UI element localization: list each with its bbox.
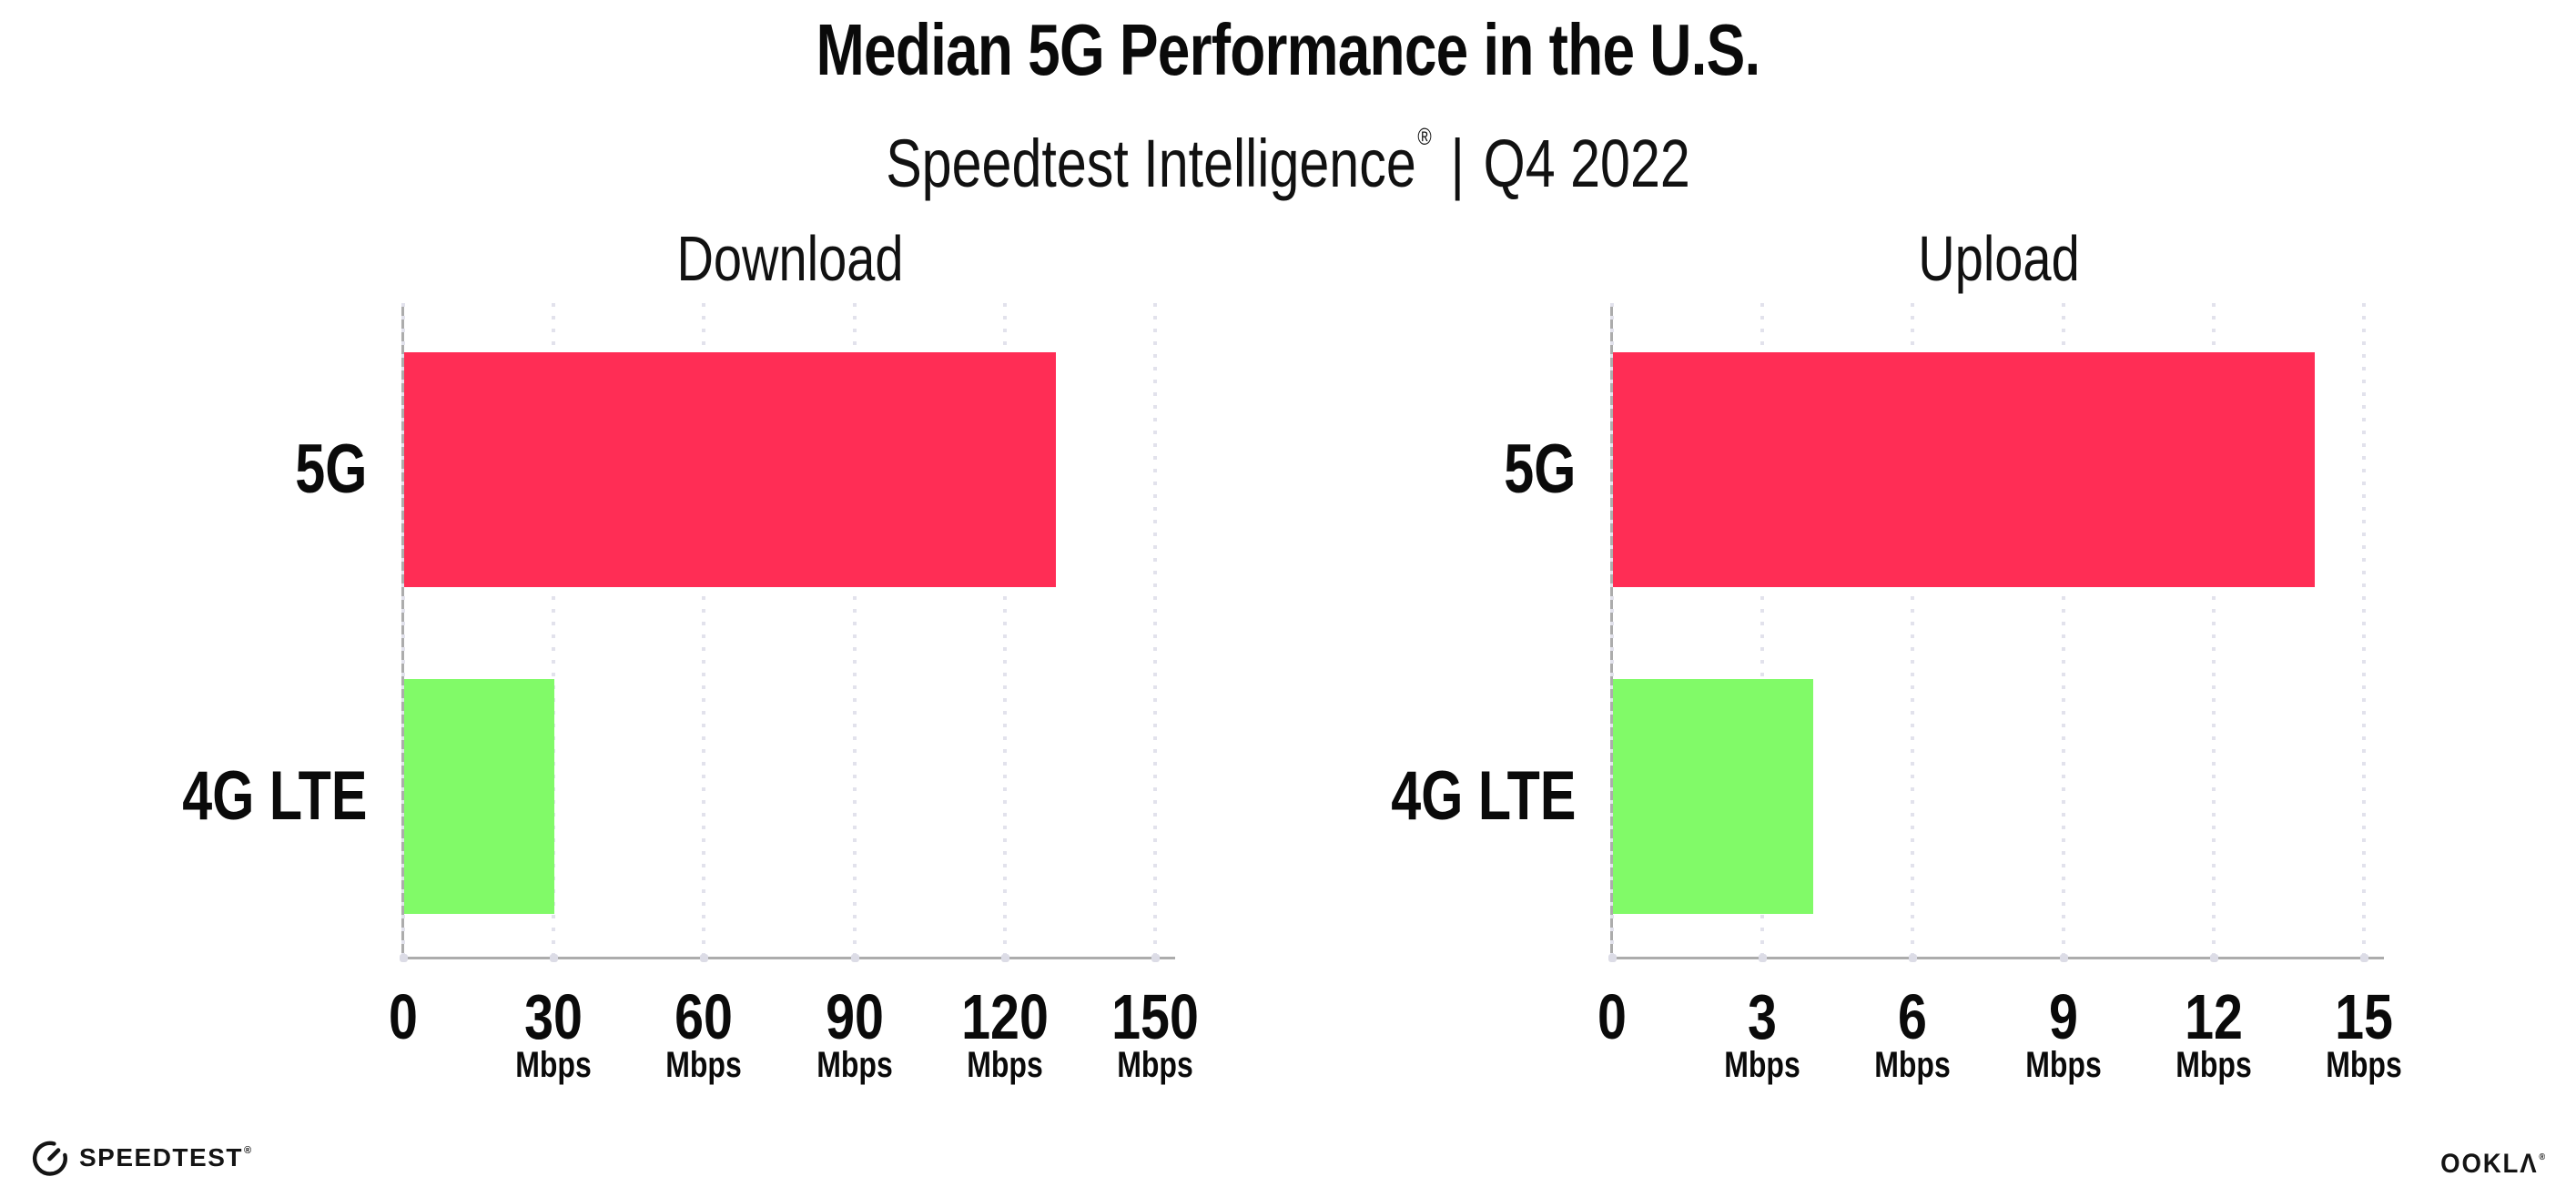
x-tick-label: 30: [524, 981, 583, 1052]
ookla-wordmark: OOKLΛ: [2440, 1149, 2539, 1179]
x-tick-unit-label: Mbps: [1874, 1045, 1952, 1085]
speedtest-wordmark: SPEEDTEST®: [79, 1143, 253, 1172]
gridline: [2211, 303, 2216, 959]
x-tick-label: 6: [1898, 981, 1928, 1052]
x-tick-unit-label: Mbps: [1117, 1045, 1193, 1085]
axis-tick-dot: [1608, 954, 1617, 962]
subtitle-period: Q4 2022: [1483, 126, 1690, 201]
category-label-5g: 5G: [294, 431, 367, 508]
chart-title-upload: Upload: [1918, 223, 2080, 294]
x-tick-label: 12: [2184, 981, 2243, 1052]
gridline: [401, 303, 405, 959]
category-label-5g: 5G: [1503, 431, 1576, 508]
figure-subtitle: Speedtest Intelligence® | Q4 2022: [258, 91, 2318, 201]
x-tick-label: 9: [2048, 981, 2078, 1052]
gridline: [852, 303, 857, 959]
ookla-logo: OOKLΛ®: [2440, 1140, 2547, 1179]
subtitle-separator: |: [1450, 126, 1465, 201]
x-tick-unit-label: Mbps: [2326, 1045, 2402, 1085]
chart-title-download: Download: [676, 223, 904, 294]
gridline: [1610, 303, 1614, 959]
x-tick-unit-label: Mbps: [816, 1045, 893, 1085]
bar-4g-lte: [1613, 679, 1814, 914]
x-axis-line: [1610, 957, 2384, 959]
x-tick-label: 15: [2335, 981, 2393, 1052]
x-tick-label: 120: [960, 981, 1049, 1052]
gridline: [552, 303, 556, 959]
x-tick-unit-label: Mbps: [515, 1045, 592, 1085]
x-tick-unit-label: Mbps: [2175, 1045, 2252, 1085]
registered-trademark-icon: ®: [2539, 1152, 2547, 1162]
gridline: [1911, 303, 1915, 959]
axis-tick-dot: [850, 954, 859, 962]
x-tick-label: 3: [1748, 981, 1778, 1052]
axis-tick-dot: [1909, 954, 1918, 962]
x-tick-unit-label: Mbps: [1724, 1045, 1800, 1085]
registered-trademark-icon: ®: [1417, 123, 1432, 150]
x-tick-label: 0: [1597, 981, 1627, 1052]
registered-trademark-icon: ®: [243, 1145, 253, 1156]
axis-tick-dot: [1151, 954, 1160, 962]
x-tick-label: 90: [825, 981, 884, 1052]
x-tick-label: 0: [389, 981, 418, 1052]
axis-tick-dot: [2059, 954, 2068, 962]
x-tick-unit-label: Mbps: [665, 1045, 743, 1085]
bar-5g: [1613, 352, 2315, 587]
gridline: [1153, 303, 1157, 959]
bar-4g-lte: [404, 679, 555, 914]
speedtest-gauge-icon: [31, 1139, 69, 1177]
axis-tick-dot: [2360, 954, 2368, 962]
axis-tick-dot: [550, 954, 559, 962]
gridline: [1002, 303, 1007, 959]
category-label-4g-lte: 4G LTE: [1390, 757, 1576, 835]
axis-tick-dot: [700, 954, 709, 962]
x-tick-unit-label: Mbps: [2024, 1045, 2102, 1085]
gridline: [1760, 303, 1765, 959]
axis-tick-dot: [400, 954, 408, 962]
x-axis-line: [401, 957, 1175, 959]
figure-title: Median 5G Performance in the U.S.: [816, 9, 1761, 90]
speedtest-logo: SPEEDTEST®: [31, 1138, 253, 1178]
bar-5g: [404, 352, 1056, 587]
axis-tick-dot: [1759, 954, 1768, 962]
category-label-4g-lte: 4G LTE: [181, 757, 367, 835]
x-tick-label: 150: [1111, 981, 1199, 1052]
axis-tick-dot: [2209, 954, 2218, 962]
gridline: [2362, 303, 2366, 959]
gridline: [702, 303, 706, 959]
x-tick-unit-label: Mbps: [967, 1045, 1043, 1085]
x-tick-label: 60: [674, 981, 734, 1052]
axis-tick-dot: [1000, 954, 1009, 962]
subtitle-brand: Speedtest Intelligence: [886, 126, 1416, 201]
gridline: [2061, 303, 2065, 959]
